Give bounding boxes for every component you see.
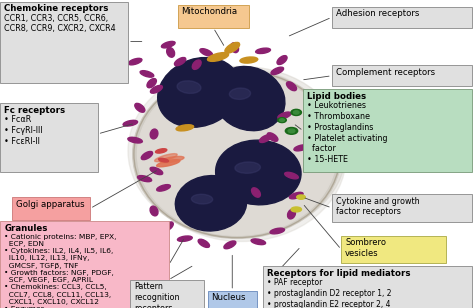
Ellipse shape — [229, 88, 251, 99]
Ellipse shape — [191, 194, 213, 204]
Ellipse shape — [225, 43, 240, 53]
Ellipse shape — [259, 135, 272, 143]
Ellipse shape — [286, 82, 297, 91]
Ellipse shape — [231, 43, 238, 53]
Ellipse shape — [141, 152, 153, 160]
Ellipse shape — [137, 73, 337, 235]
Ellipse shape — [235, 162, 260, 173]
Ellipse shape — [135, 103, 145, 112]
Ellipse shape — [175, 176, 246, 231]
Ellipse shape — [278, 112, 291, 119]
FancyBboxPatch shape — [263, 266, 472, 308]
Ellipse shape — [150, 129, 158, 139]
Ellipse shape — [252, 188, 260, 197]
Ellipse shape — [255, 48, 271, 54]
Ellipse shape — [240, 57, 258, 63]
FancyBboxPatch shape — [178, 5, 249, 28]
Text: • Cationic proteins: MBP, EPX,
  ECP, EDN
• Cytokines: IL2, IL4, IL5, IL6,
  IL1: • Cationic proteins: MBP, EPX, ECP, EDN … — [4, 233, 117, 308]
FancyBboxPatch shape — [0, 221, 169, 308]
Ellipse shape — [278, 118, 286, 123]
FancyBboxPatch shape — [341, 236, 446, 263]
Ellipse shape — [280, 119, 284, 121]
Ellipse shape — [155, 154, 177, 162]
FancyBboxPatch shape — [12, 197, 90, 220]
Ellipse shape — [290, 192, 303, 199]
Ellipse shape — [285, 128, 298, 134]
Text: Chemokine receptors: Chemokine receptors — [4, 4, 109, 13]
Ellipse shape — [157, 184, 170, 191]
Ellipse shape — [140, 71, 154, 77]
Ellipse shape — [150, 206, 158, 216]
Text: • FcαR
• FcγRI-III
• FcεRI-II: • FcαR • FcγRI-III • FcεRI-II — [4, 115, 43, 146]
Ellipse shape — [167, 47, 174, 57]
Text: Cytokine and growth
factor receptors: Cytokine and growth factor receptors — [336, 197, 419, 216]
Text: Pattern
recognition
receptors: Pattern recognition receptors — [134, 282, 180, 308]
Ellipse shape — [251, 239, 265, 245]
Ellipse shape — [291, 207, 301, 212]
Text: Fc receptors: Fc receptors — [4, 106, 65, 115]
FancyBboxPatch shape — [303, 89, 472, 172]
Ellipse shape — [128, 58, 142, 65]
Text: Golgi apparatus: Golgi apparatus — [16, 200, 84, 209]
Ellipse shape — [297, 195, 305, 199]
Ellipse shape — [200, 49, 212, 56]
FancyBboxPatch shape — [0, 2, 128, 83]
Ellipse shape — [123, 120, 137, 126]
Ellipse shape — [155, 149, 167, 153]
Ellipse shape — [163, 222, 173, 231]
Ellipse shape — [213, 67, 285, 131]
Ellipse shape — [288, 129, 295, 133]
Ellipse shape — [137, 67, 346, 235]
FancyBboxPatch shape — [332, 194, 472, 222]
Ellipse shape — [267, 133, 278, 141]
Text: Nucleus: Nucleus — [211, 293, 246, 302]
FancyBboxPatch shape — [332, 65, 472, 86]
Ellipse shape — [277, 56, 287, 64]
Ellipse shape — [288, 209, 295, 219]
Ellipse shape — [137, 73, 346, 241]
Ellipse shape — [147, 79, 156, 88]
Ellipse shape — [174, 58, 186, 66]
Ellipse shape — [150, 167, 163, 175]
FancyBboxPatch shape — [332, 7, 472, 28]
Ellipse shape — [128, 137, 142, 143]
Ellipse shape — [208, 53, 228, 61]
FancyBboxPatch shape — [208, 291, 257, 308]
Ellipse shape — [271, 67, 283, 75]
Text: • PAF receptor
• prostaglandin D2 receptor 1, 2
• prostaglandin E2 receptor 2, 4: • PAF receptor • prostaglandin D2 recept… — [267, 278, 392, 308]
Text: Mitochondria: Mitochondria — [182, 7, 237, 16]
Ellipse shape — [150, 85, 163, 93]
Ellipse shape — [291, 109, 301, 116]
Ellipse shape — [137, 176, 152, 182]
Text: Complement receptors: Complement receptors — [336, 68, 435, 77]
Text: Receptors for lipid mediators: Receptors for lipid mediators — [267, 269, 410, 278]
Text: • Leukotrienes
• Thromboxane
• Prostaglandins
• Platelet activating
  factor
• 1: • Leukotrienes • Thromboxane • Prostagla… — [307, 101, 388, 164]
Ellipse shape — [293, 111, 299, 114]
Ellipse shape — [294, 145, 308, 151]
Ellipse shape — [133, 70, 341, 238]
FancyBboxPatch shape — [130, 280, 204, 308]
Ellipse shape — [216, 140, 301, 205]
Ellipse shape — [177, 236, 192, 241]
Ellipse shape — [162, 41, 175, 48]
Text: Adhesion receptors: Adhesion receptors — [336, 9, 419, 18]
Ellipse shape — [156, 160, 180, 167]
Text: Sombrero
vesicles: Sombrero vesicles — [345, 238, 386, 258]
Ellipse shape — [285, 172, 298, 179]
Ellipse shape — [270, 228, 284, 234]
Ellipse shape — [192, 60, 201, 69]
Ellipse shape — [177, 81, 201, 93]
Text: Granules: Granules — [4, 224, 48, 233]
Ellipse shape — [176, 125, 193, 131]
Ellipse shape — [160, 156, 184, 163]
Text: Lipid bodies: Lipid bodies — [307, 92, 366, 101]
Ellipse shape — [158, 58, 240, 127]
FancyBboxPatch shape — [0, 103, 98, 172]
Text: CCR1, CCR3, CCR5, CCR6,
CCR8, CCR9, CXCR2, CXCR4: CCR1, CCR3, CCR5, CCR6, CCR8, CCR9, CXCR… — [4, 14, 116, 33]
Ellipse shape — [159, 158, 168, 162]
Ellipse shape — [198, 239, 210, 247]
Ellipse shape — [224, 241, 236, 249]
Ellipse shape — [128, 67, 337, 235]
